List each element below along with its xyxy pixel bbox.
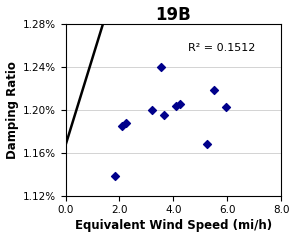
Point	[150, 108, 154, 112]
Point	[113, 174, 118, 178]
Point	[120, 124, 124, 128]
Point	[212, 88, 216, 92]
Point	[178, 102, 183, 106]
X-axis label: Equivalent Wind Speed (mi/h): Equivalent Wind Speed (mi/h)	[75, 219, 272, 233]
Point	[159, 65, 164, 69]
Title: 19B: 19B	[155, 5, 191, 24]
Point	[174, 104, 178, 108]
Y-axis label: Damping Ratio: Damping Ratio	[6, 61, 19, 159]
Point	[224, 106, 228, 109]
Point	[205, 142, 209, 146]
Point	[162, 113, 166, 117]
Text: R² = 0.1512: R² = 0.1512	[188, 43, 255, 53]
Point	[124, 121, 129, 124]
